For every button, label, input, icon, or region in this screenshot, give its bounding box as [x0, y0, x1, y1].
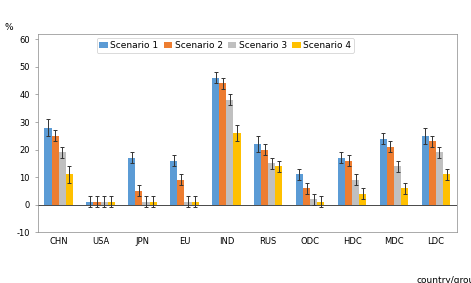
Bar [177, 180, 185, 205]
Bar [338, 158, 345, 205]
Bar [234, 133, 241, 205]
Bar [310, 199, 317, 205]
Bar [108, 202, 115, 205]
Bar [394, 166, 401, 205]
Bar [150, 202, 157, 205]
Bar [135, 191, 142, 205]
Bar [86, 202, 93, 205]
Bar [352, 180, 359, 205]
Bar [58, 152, 66, 205]
Bar [254, 144, 261, 205]
Bar [185, 202, 192, 205]
Bar [192, 202, 199, 205]
Bar [345, 160, 352, 205]
Bar [93, 202, 101, 205]
Bar [359, 194, 366, 205]
Bar [296, 174, 303, 205]
Bar [51, 136, 58, 205]
Bar [66, 174, 73, 205]
Bar [219, 83, 227, 205]
X-axis label: country/group: country/group [416, 276, 471, 283]
Bar [101, 202, 108, 205]
Bar [261, 149, 268, 205]
Bar [401, 188, 408, 205]
Bar [380, 138, 387, 205]
Bar [317, 202, 325, 205]
Bar [276, 166, 283, 205]
Bar [44, 128, 51, 205]
Bar [387, 147, 394, 205]
Text: %: % [4, 23, 13, 32]
Bar [212, 78, 219, 205]
Bar [303, 188, 310, 205]
Bar [143, 202, 150, 205]
Bar [436, 152, 443, 205]
Legend: Scenario 1, Scenario 2, Scenario 3, Scenario 4: Scenario 1, Scenario 2, Scenario 3, Scen… [97, 38, 354, 53]
Bar [429, 141, 436, 205]
Bar [422, 136, 429, 205]
Bar [268, 163, 276, 205]
Bar [128, 158, 135, 205]
Bar [443, 174, 450, 205]
Bar [170, 160, 177, 205]
Bar [227, 100, 234, 205]
